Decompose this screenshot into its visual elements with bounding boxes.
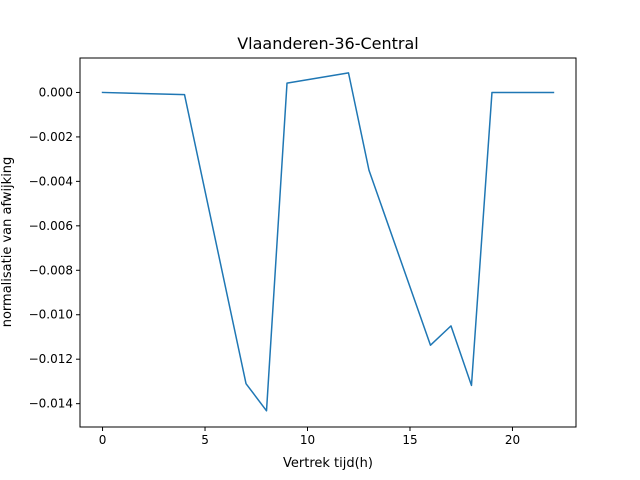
plot-frame: [79, 57, 577, 428]
series-layer: [101, 72, 555, 412]
x-tick-label: 10: [300, 433, 315, 447]
y-tick-label: −0.010: [29, 308, 73, 322]
x-tick-label: 15: [402, 433, 417, 447]
y-axis-ticks: 0.000 −0.002 −0.004 −0.006 −0.008 −0.010 −0.01…: [29, 85, 80, 411]
plot-area: [80, 58, 576, 427]
chart-title: Vlaanderen-36-Central: [237, 34, 419, 53]
y-axis-label: normalisatie van afwijking: [0, 157, 15, 328]
series-line-0: [101, 72, 555, 412]
x-axis-label: Vertrek tijd(h): [283, 456, 373, 471]
y-tick-label: 0.000: [39, 85, 73, 99]
y-tick-label: −0.004: [29, 174, 73, 188]
y-tick-label: −0.014: [29, 397, 73, 411]
y-tick-label: −0.008: [29, 263, 73, 277]
x-tick-label: 5: [201, 433, 209, 447]
y-tick-label: −0.006: [29, 219, 73, 233]
x-axis-ticks: 0 5 10 15 20: [99, 427, 520, 447]
x-tick-label: 20: [505, 433, 520, 447]
y-tick-label: −0.012: [29, 352, 73, 366]
y-tick-label: −0.002: [29, 130, 73, 144]
x-tick-label: 0: [99, 433, 107, 447]
